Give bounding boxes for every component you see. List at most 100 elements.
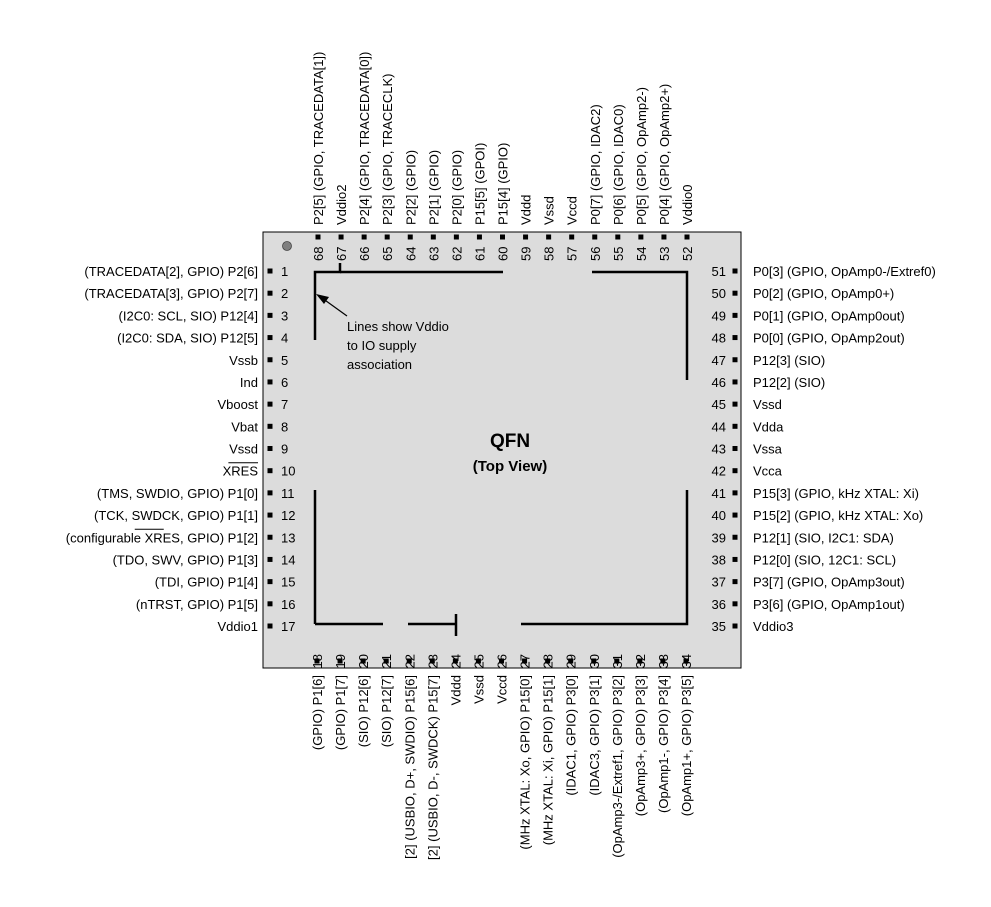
pin-16-number: 16 (281, 597, 295, 612)
pin-36-label: P3[6] (GPIO, OpAmp1out) (753, 597, 905, 612)
pin-64-number: 64 (403, 247, 418, 261)
pin-30-number: 30 (587, 654, 602, 668)
pin-29-pad (568, 658, 574, 664)
pin-42-label: Vcca (753, 464, 783, 479)
pin-35-number: 35 (712, 619, 726, 634)
pin-49-label: P0[1] (GPIO, OpAmp0out) (753, 308, 905, 323)
pin-51-number: 51 (712, 264, 726, 279)
pin-12-label: (TCK, SWDCK, GPIO) P1[1] (94, 508, 258, 523)
pin-67-pad (338, 234, 344, 240)
pin-58-pad (546, 234, 552, 240)
pin-44-label: Vdda (753, 419, 784, 434)
pin-44-number: 44 (712, 419, 726, 434)
pin-6-pad (267, 379, 273, 385)
pin-11-pad (267, 490, 273, 496)
annotation-line-2: to IO supply (347, 338, 417, 353)
pin-23-number: 23 (425, 654, 440, 668)
pin-3-pad (267, 312, 273, 318)
pin-66-pad (361, 234, 367, 240)
pin-8-number: 8 (281, 419, 288, 434)
pin-2-pad (267, 290, 273, 296)
pin-9-label: Vssd (229, 442, 258, 457)
pin-43-label: Vssa (753, 442, 783, 457)
pin-20-label: (SIO) P12[6] (356, 675, 371, 747)
pin-58-label: Vssd (542, 196, 557, 225)
pin-60-label: P15[4] (GPIO) (496, 143, 511, 225)
pin-2-number: 2 (281, 286, 288, 301)
annotation-line-3: association (347, 357, 412, 372)
pin-45-number: 45 (712, 397, 726, 412)
pin-47-number: 47 (712, 353, 726, 368)
pin-6-number: 6 (281, 375, 288, 390)
pin-58-number: 58 (542, 247, 557, 261)
pin-46-number: 46 (712, 375, 726, 390)
pin-23-pad (429, 658, 435, 664)
pin-26-number: 26 (495, 654, 510, 668)
pin-51-pad (732, 268, 738, 274)
pin-37-number: 37 (712, 575, 726, 590)
pin-54-label: P0[5] (GPIO, OpAmp2-) (634, 87, 649, 225)
pin-39-label: P12[1] (SIO, I2C1: SDA) (753, 530, 894, 545)
pin-18-number: 18 (310, 654, 325, 668)
pin-48-pad (732, 335, 738, 341)
pin-53-label: P0[4] (GPIO, OpAmp2+) (657, 84, 672, 225)
pin-32-number: 32 (633, 654, 648, 668)
pin-33-pad (660, 658, 666, 664)
pin-54-number: 54 (634, 247, 649, 261)
pin-31-label: (OpAmp3-/Extref1, GPIO) P3[2] (610, 675, 625, 858)
pin-40-pad (732, 512, 738, 518)
pin-48-number: 48 (712, 331, 726, 346)
pin-20-number: 20 (356, 654, 371, 668)
pin-53-pad (661, 234, 667, 240)
pin-56-label: P0[7] (GPIO, IDAC2) (588, 104, 603, 225)
package-subtitle: (Top View) (473, 458, 547, 475)
pin-35-label: Vddio3 (753, 619, 793, 634)
pin-68-label: P2[5] (GPIO, TRACEDATA[1]) (311, 52, 326, 225)
pin-17-label: Vddio1 (218, 619, 258, 634)
pin-7-pad (267, 401, 273, 407)
pin-39-pad (732, 534, 738, 540)
vddio3-line (521, 490, 689, 626)
pin-7-label: Vboost (218, 397, 259, 412)
pin-50-number: 50 (712, 286, 726, 301)
pin-28-label: (MHz XTAL: Xi, GPIO) P15[1] (541, 675, 556, 845)
pin-10-label: XRES (223, 464, 259, 479)
pin-49-number: 49 (712, 308, 726, 323)
pin-40-label: P15[2] (GPIO, kHz XTAL: Xo) (753, 508, 923, 523)
pin-6-label: Ind (240, 375, 258, 390)
pin-43-number: 43 (712, 442, 726, 457)
pin-49-pad (732, 312, 738, 318)
vddio2-line-left (313, 263, 342, 340)
pin-5-label: Vssb (229, 353, 258, 368)
pin-14-number: 14 (281, 552, 295, 567)
pin-25-number: 25 (471, 654, 486, 668)
pin-3-label: (I2C0: SCL, SIO) P12[4] (119, 308, 258, 323)
pin-16-label: (nTRST, GPIO) P1[5] (136, 597, 258, 612)
chip-body (262, 231, 742, 669)
pin-24-pad (452, 658, 458, 664)
pin-28-number: 28 (541, 654, 556, 668)
pin-67-number: 67 (334, 247, 349, 261)
pin-23-label: [2] (USBIO, D-, SWDCK) P15[7] (425, 675, 440, 860)
pin-21-number: 21 (379, 654, 394, 668)
pin-25-pad (475, 658, 481, 664)
pin-42-number: 42 (712, 464, 726, 479)
pin-13-pad (267, 534, 273, 540)
pin-12-pad (267, 512, 273, 518)
pin-54-pad (638, 234, 644, 240)
pin-22-label: [2] (USBIO, D+, SWDIO) P15[6] (402, 675, 417, 859)
pin-66-label: P2[4] (GPIO, TRACEDATA[0]) (357, 52, 372, 225)
pin-19-label: (GPIO) P1[7] (333, 675, 348, 750)
pin-41-pad (732, 490, 738, 496)
pin-27-label: (MHz XTAL: Xo, GPIO) P15[0] (518, 675, 533, 850)
pin-46-label: P12[2] (SIO) (753, 375, 825, 390)
pin-45-pad (732, 401, 738, 407)
pin-47-label: P12[3] (SIO) (753, 353, 825, 368)
pin-32-label: (OpAmp3+, GPIO) P3[3] (633, 675, 648, 816)
pin-17-pad (267, 623, 273, 629)
pin-13-number: 13 (281, 530, 295, 545)
pin-10-number: 10 (281, 464, 295, 479)
pin-34-label: (OpAmp1+, GPIO) P3[5] (679, 675, 694, 816)
pin-46-pad (732, 379, 738, 385)
pin-64-label: P2[2] (GPIO) (403, 150, 418, 225)
